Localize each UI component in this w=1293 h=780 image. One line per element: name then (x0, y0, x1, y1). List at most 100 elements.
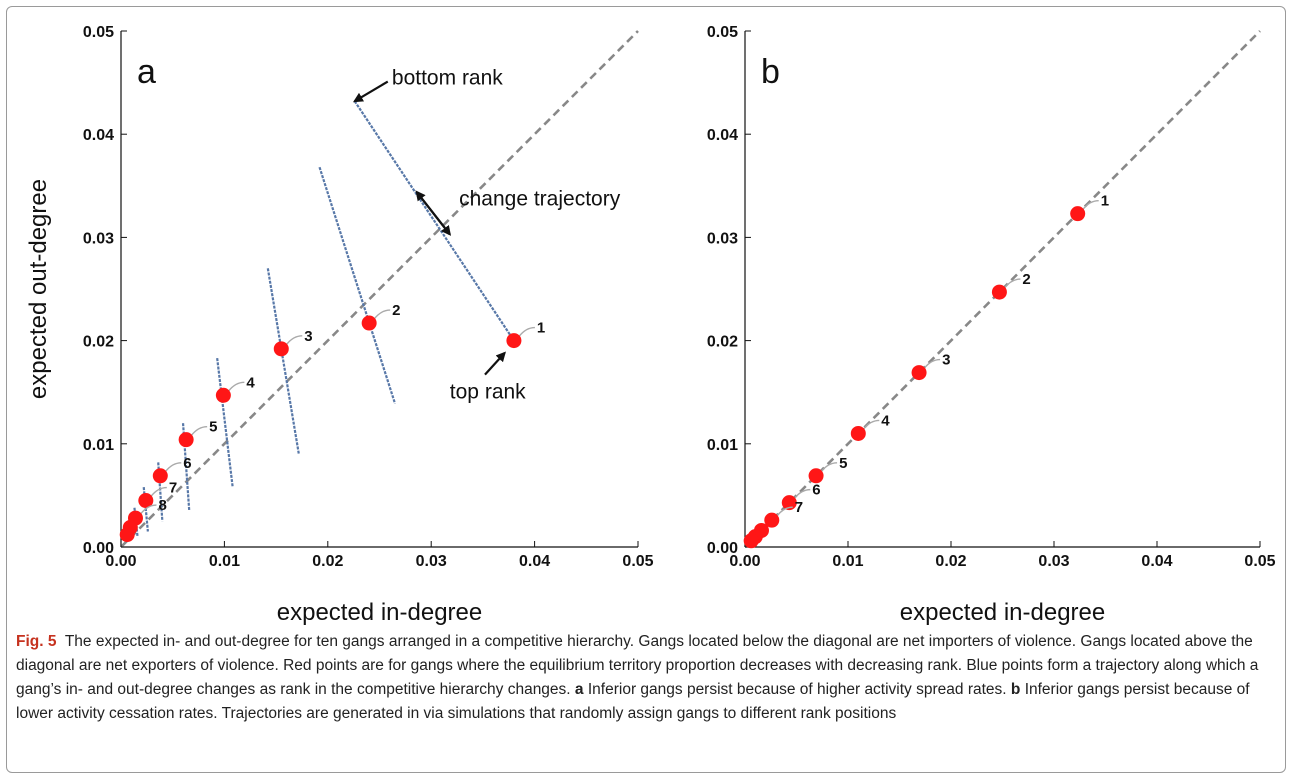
annotation-arrow-reverse (415, 191, 452, 236)
y-tick-label: 0.03 (707, 230, 738, 247)
figure-caption: Fig. 5 The expected in- and out-degree f… (16, 630, 1278, 726)
point-label-leader (776, 506, 793, 517)
annotation-label: top rank (450, 380, 526, 403)
y-tick-label: 0.01 (707, 437, 738, 454)
y-tick-label: 0.02 (83, 334, 114, 351)
data-point (991, 284, 1007, 300)
annotation-arrow (352, 80, 389, 103)
trajectories-a (133, 100, 515, 537)
data-point (506, 333, 522, 349)
data-point (911, 365, 927, 381)
data-point (273, 341, 289, 357)
caption-part-a-text: Inferior gangs persist because of higher… (587, 681, 1007, 698)
x-axis-label-b: expected in-degree (900, 599, 1105, 626)
point-label-leader (227, 381, 245, 392)
points-a: 1 2 3 4 5 678 (119, 302, 545, 543)
point-label-leader (373, 309, 391, 320)
point-label: 2 (392, 302, 400, 319)
data-point (850, 425, 866, 441)
point-label: 4 (246, 374, 255, 391)
point-label: 4 (881, 412, 890, 429)
y-tick-label: 0.01 (83, 437, 114, 454)
x-tick-label: 0.03 (1038, 553, 1069, 570)
point-label: 3 (942, 352, 950, 369)
data-point (1070, 206, 1086, 222)
y-tick-label: 0.02 (707, 334, 738, 351)
data-point (119, 527, 135, 543)
trajectory-line (318, 166, 397, 404)
data-point (781, 495, 797, 511)
y-tick-label: 0.04 (707, 127, 738, 144)
x-tick-label: 0.03 (416, 553, 447, 570)
panel-label-a: a (137, 53, 156, 91)
point-label: 7 (169, 480, 177, 497)
x-tick-label: 0.05 (1244, 553, 1275, 570)
point-label: 6 (812, 482, 820, 499)
point-label-leader (190, 425, 208, 437)
y-axis-label-a: expected out-degree (25, 179, 52, 399)
y-tick-label: 0.03 (83, 230, 114, 247)
annotation-arrow (484, 351, 506, 376)
panel-a: 0.00 0.01 0.02 0.03 0.04 0.05 0.000.010.020.0… (25, 24, 654, 626)
point-label-leader (793, 488, 811, 500)
point-label: 1 (1101, 193, 1109, 210)
x-tick-label: 0.01 (832, 553, 863, 570)
x-ticks-a: 0.00 0.01 0.02 0.03 0.04 0.05 (105, 541, 654, 570)
annotations-a: bottom rank change trajectory top rank (352, 67, 621, 403)
y-ticks-a: 0.00 0.01 0.02 0.03 0.04 0.05 (83, 24, 127, 557)
data-point (138, 493, 154, 509)
x-ticks-b: 0.00 0.01 0.02 0.03 0.04 0.05 (729, 541, 1276, 570)
data-point (808, 468, 824, 484)
points-b: 1 2 3 4 5 67 (743, 193, 1109, 549)
point-label: 5 (839, 455, 847, 472)
panel-label-b: b (761, 53, 780, 91)
panel-b: 0.00 0.01 0.02 0.03 0.04 0.05 0.00 0.01 0.02 0.0… (707, 24, 1276, 626)
point-label: 5 (209, 419, 217, 436)
point-label-leader (820, 462, 838, 473)
y-tick-label: 0.05 (83, 24, 114, 41)
x-axis-label-a: expected in-degree (277, 599, 482, 626)
figure: 0.00 0.01 0.02 0.03 0.04 0.05 0.000.010.020.0… (25, 24, 1276, 626)
point-label: 2 (1022, 271, 1030, 288)
axes-frame-a (120, 31, 638, 548)
caption-text: The expected in- and out-degree for ten … (16, 633, 1259, 698)
x-tick-label: 0.02 (935, 553, 966, 570)
annotation-label: change trajectory (459, 187, 621, 210)
data-point (215, 387, 231, 403)
caption-part-a-letter: a (574, 681, 584, 698)
y-tick-label: 0.04 (83, 127, 114, 144)
point-label: 6 (183, 455, 191, 472)
point-label-leader (164, 462, 182, 473)
x-tick-label: 0.01 (209, 553, 240, 570)
y-tick-label: 0.05 (707, 24, 738, 41)
data-point (361, 315, 377, 331)
point-label: 7 (795, 499, 803, 516)
caption-part-b-text: Inferior gangs persist because of lower … (16, 681, 1250, 722)
caption-figure-label: Fig. 5 (16, 633, 57, 650)
diagonal-line-a (120, 30, 639, 548)
y-tick-label: 0.00 (83, 540, 114, 557)
point-label-leader (285, 335, 303, 346)
x-tick-label: 0.00 (729, 553, 760, 570)
x-tick-label: 0.04 (1141, 553, 1172, 570)
point-label: 8 (158, 497, 166, 514)
point-label-leader (1003, 278, 1021, 289)
y-ticks-b: 0.00 0.01 0.02 0.03 0.04 0.05 (707, 24, 751, 557)
point-label-leader (518, 326, 535, 338)
x-tick-label: 0.05 (622, 553, 653, 570)
x-tick-label: 0.04 (519, 553, 550, 570)
x-tick-label: 0.00 (105, 553, 136, 570)
point-label: 1 (537, 320, 545, 337)
point-label-leader (862, 419, 880, 430)
trajectory-line (216, 358, 234, 488)
axes-frame-b (744, 31, 1260, 548)
point-label-leader (139, 504, 157, 515)
x-tick-label: 0.02 (312, 553, 343, 570)
data-point (764, 512, 780, 528)
data-point (743, 533, 759, 549)
figure-frame (6, 6, 1286, 773)
point-label-leader (1082, 199, 1099, 211)
point-label: 3 (304, 328, 312, 345)
data-point (152, 468, 168, 484)
caption-part-b-letter: b (1010, 681, 1021, 698)
